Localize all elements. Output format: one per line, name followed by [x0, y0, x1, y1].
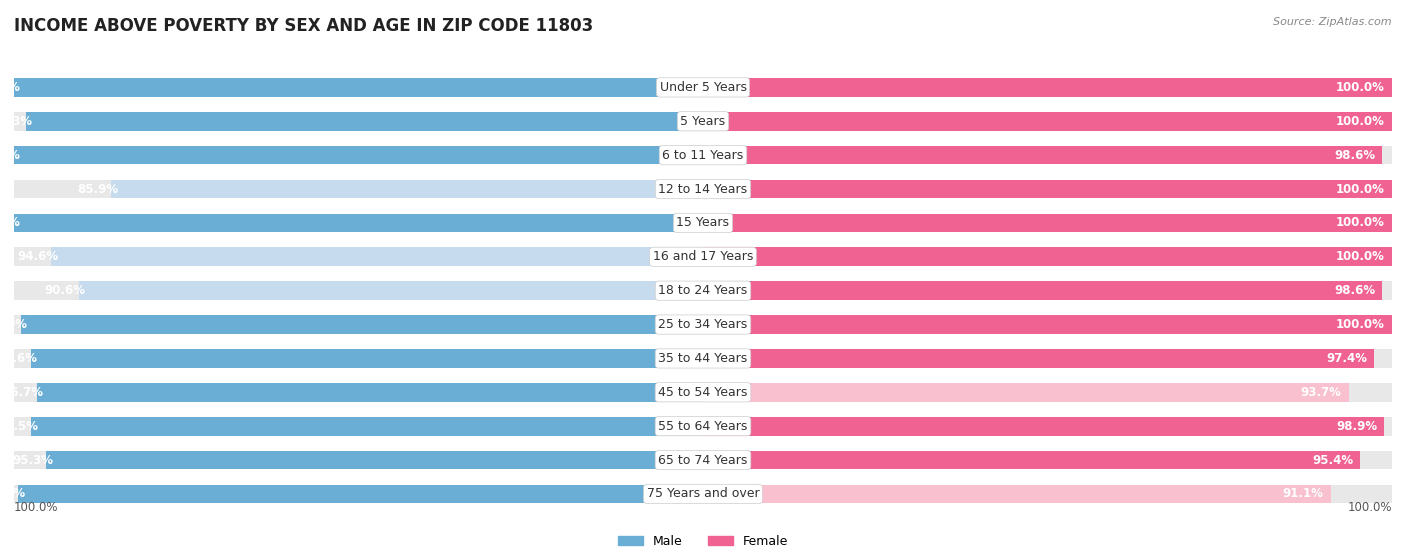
Text: 15 Years: 15 Years [676, 216, 730, 229]
Text: 65 to 74 Years: 65 to 74 Years [658, 453, 748, 467]
Text: 98.6%: 98.6% [1334, 149, 1375, 162]
Text: Under 5 Years: Under 5 Years [659, 81, 747, 94]
Text: 16 and 17 Years: 16 and 17 Years [652, 250, 754, 263]
Text: 97.5%: 97.5% [0, 420, 38, 433]
Text: 5 Years: 5 Years [681, 115, 725, 128]
Text: 98.9%: 98.9% [1336, 420, 1378, 433]
Bar [703, 485, 1392, 503]
Bar [703, 383, 1348, 401]
Bar [14, 214, 703, 232]
Text: 100.0%: 100.0% [1347, 501, 1392, 514]
Bar [14, 146, 703, 164]
Bar [703, 417, 1385, 435]
Bar [703, 180, 1392, 198]
Text: 99.0%: 99.0% [0, 318, 28, 331]
Bar [14, 281, 703, 300]
Text: 99.4%: 99.4% [0, 487, 25, 500]
Text: Source: ZipAtlas.com: Source: ZipAtlas.com [1274, 17, 1392, 27]
Bar [703, 146, 1392, 164]
Bar [703, 349, 1374, 368]
Text: 100.0%: 100.0% [1336, 216, 1385, 229]
Text: 97.4%: 97.4% [1326, 352, 1367, 365]
Legend: Male, Female: Male, Female [613, 530, 793, 553]
Bar [14, 248, 703, 266]
Bar [14, 78, 703, 97]
Bar [18, 485, 703, 503]
Bar [703, 214, 1392, 232]
Bar [703, 281, 1382, 300]
Text: 45 to 54 Years: 45 to 54 Years [658, 386, 748, 399]
Text: 100.0%: 100.0% [14, 501, 59, 514]
Bar [51, 248, 703, 266]
Text: 98.3%: 98.3% [0, 115, 32, 128]
Text: 100.0%: 100.0% [1336, 318, 1385, 331]
Bar [14, 383, 703, 401]
Bar [14, 451, 703, 470]
Text: 95.3%: 95.3% [13, 453, 53, 467]
Bar [21, 315, 703, 334]
Bar [14, 315, 703, 334]
Text: 98.6%: 98.6% [1334, 284, 1375, 297]
Bar [703, 78, 1392, 97]
Bar [14, 417, 703, 435]
Text: 100.0%: 100.0% [0, 81, 21, 94]
Bar [14, 214, 703, 232]
Text: 6 to 11 Years: 6 to 11 Years [662, 149, 744, 162]
Bar [703, 214, 1392, 232]
Bar [14, 180, 703, 198]
Text: INCOME ABOVE POVERTY BY SEX AND AGE IN ZIP CODE 11803: INCOME ABOVE POVERTY BY SEX AND AGE IN Z… [14, 17, 593, 35]
Text: 25 to 34 Years: 25 to 34 Years [658, 318, 748, 331]
Bar [14, 78, 703, 97]
Text: 97.6%: 97.6% [0, 352, 38, 365]
Bar [703, 315, 1392, 334]
Text: 100.0%: 100.0% [1336, 183, 1385, 196]
Text: 100.0%: 100.0% [0, 149, 21, 162]
Bar [703, 112, 1392, 131]
Bar [703, 146, 1382, 164]
Bar [31, 349, 703, 368]
Bar [703, 383, 1392, 401]
Text: 12 to 14 Years: 12 to 14 Years [658, 183, 748, 196]
Bar [703, 451, 1360, 470]
Bar [703, 180, 1392, 198]
Bar [703, 349, 1392, 368]
Bar [703, 112, 1392, 131]
Text: 85.9%: 85.9% [77, 183, 118, 196]
Text: 100.0%: 100.0% [0, 216, 21, 229]
Bar [703, 315, 1392, 334]
Bar [703, 248, 1392, 266]
Bar [79, 281, 703, 300]
Text: 100.0%: 100.0% [1336, 115, 1385, 128]
Bar [703, 281, 1392, 300]
Bar [703, 248, 1392, 266]
Bar [14, 112, 703, 131]
Text: 95.4%: 95.4% [1312, 453, 1354, 467]
Bar [703, 78, 1392, 97]
Bar [703, 451, 1392, 470]
Bar [703, 417, 1392, 435]
Text: 100.0%: 100.0% [1336, 250, 1385, 263]
Bar [703, 485, 1330, 503]
Bar [37, 383, 703, 401]
Text: 75 Years and over: 75 Years and over [647, 487, 759, 500]
Bar [14, 349, 703, 368]
Text: 93.7%: 93.7% [1301, 386, 1341, 399]
Text: 94.6%: 94.6% [17, 250, 58, 263]
Text: 100.0%: 100.0% [1336, 81, 1385, 94]
Text: 55 to 64 Years: 55 to 64 Years [658, 420, 748, 433]
Bar [46, 451, 703, 470]
Bar [31, 417, 703, 435]
Text: 18 to 24 Years: 18 to 24 Years [658, 284, 748, 297]
Bar [111, 180, 703, 198]
Text: 96.7%: 96.7% [3, 386, 44, 399]
Bar [14, 485, 703, 503]
Bar [14, 146, 703, 164]
Text: 91.1%: 91.1% [1282, 487, 1323, 500]
Text: 90.6%: 90.6% [45, 284, 86, 297]
Text: 35 to 44 Years: 35 to 44 Years [658, 352, 748, 365]
Bar [25, 112, 703, 131]
